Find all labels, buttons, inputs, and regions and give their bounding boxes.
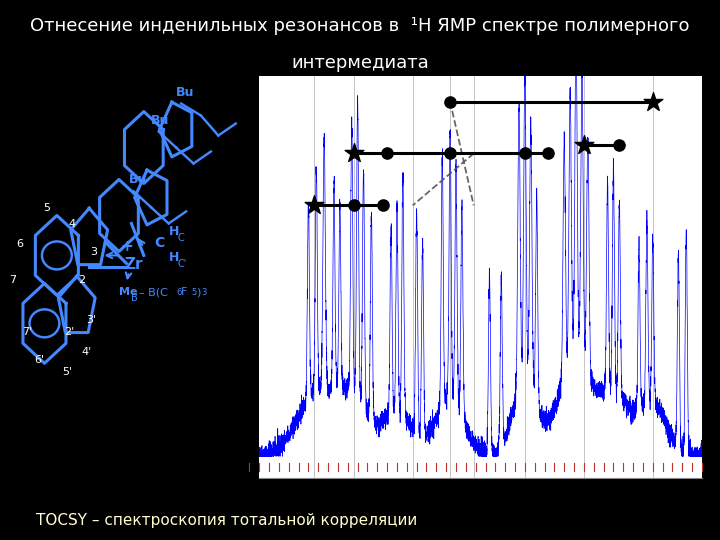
Text: B: B [132,293,138,302]
Point [348,149,359,158]
Text: 5': 5' [62,367,72,377]
Point [348,201,359,210]
Point [444,97,456,106]
Text: 4': 4' [468,32,480,45]
Text: Me: Me [119,287,138,298]
Text: 5'4: 5'4 [403,32,423,45]
Text: интермедиата: интермедиата [291,54,429,72]
Text: 6'7: 6'7 [344,32,364,45]
Point [377,201,389,210]
Text: C: C [154,237,164,251]
Text: 6: 6 [580,32,588,45]
Text: +: + [120,239,133,254]
Text: Zr: Zr [124,258,143,272]
Point [647,97,659,106]
Text: 5: 5 [191,288,197,298]
Point [543,149,554,158]
Text: – B(C: – B(C [139,287,168,298]
Text: 4': 4' [81,347,92,357]
Text: Bu: Bu [176,85,194,99]
Text: ): ) [196,287,200,298]
Text: 3': 3' [444,32,456,45]
Text: F: F [181,287,187,298]
Point [444,149,456,158]
Text: 3: 3 [201,288,207,298]
X-axis label: PPM: PPM [465,505,496,520]
Text: H: H [168,252,179,265]
Point [578,140,590,149]
Text: 4: 4 [68,219,76,230]
Text: 3': 3' [86,315,96,326]
Text: Отнесение инденильных резонансов в  ¹H ЯМР спектре полимерного: Отнесение инденильных резонансов в ¹H ЯМ… [30,17,690,35]
Text: 5: 5 [521,32,529,45]
Text: 6': 6' [35,355,45,366]
Text: 6: 6 [16,239,23,249]
Text: 7': 7' [22,327,32,338]
Point [309,201,320,210]
Point [382,149,393,158]
Text: Bu: Bu [151,113,170,126]
Text: 7': 7' [309,32,320,45]
Text: 6: 6 [176,288,181,298]
Text: H: H [168,225,179,239]
Text: 2': 2' [64,327,74,338]
Point [613,140,625,149]
Text: 7: 7 [9,275,16,286]
Text: TOCSY – спектроскопия тотальной корреляции: TOCSY – спектроскопия тотальной корреляц… [36,513,418,528]
Text: 5: 5 [43,204,50,213]
Point [519,149,531,158]
Text: 3: 3 [91,247,98,258]
Text: Bu: Bu [129,173,148,186]
Text: C': C' [177,259,186,269]
Text: 2: 2 [649,32,657,45]
Text: 2: 2 [78,275,85,286]
Text: C: C [177,233,184,244]
